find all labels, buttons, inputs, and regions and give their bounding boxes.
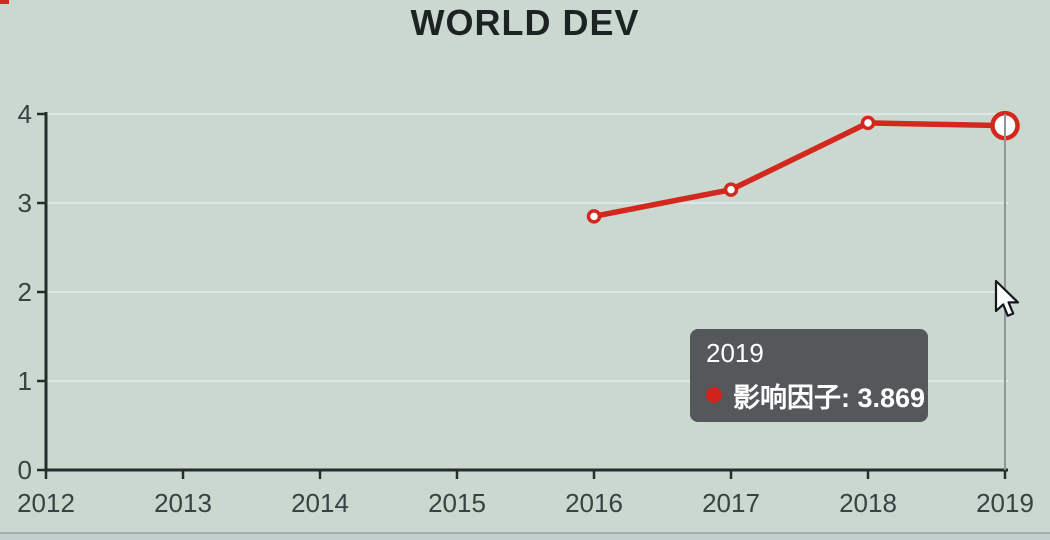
x-tick-label: 2018 [839,488,897,518]
x-tick-label: 2014 [291,488,349,518]
chart-title: WORLD DEV [410,2,640,43]
tooltip-value-label: 影响因子: 3.869 [733,382,926,413]
data-point-2017[interactable] [723,182,739,197]
series-marker-dot-icon [706,387,722,404]
data-point-2016[interactable] [586,209,602,224]
tooltip: 2019 影响因子: 3.869 [690,329,928,422]
tooltip-year: 2019 [706,338,764,368]
y-tick-label: 3 [18,188,32,218]
mouse-cursor-icon [994,279,1020,317]
y-tick-label: 0 [18,455,32,485]
x-tick-label: 2019 [976,488,1034,518]
corner-artifact [0,0,9,4]
x-tick-label: 2016 [565,488,623,518]
bottom-edge-strip [0,532,1050,540]
x-tick-label: 2013 [154,488,212,518]
series-line [591,120,1008,220]
data-point-2018[interactable] [860,115,876,131]
x-tick-label: 2015 [428,488,486,518]
y-tick-label: 2 [18,277,32,307]
x-tick-label: 2017 [702,488,760,518]
y-tick-label: 4 [18,99,32,129]
x-tick-label: 2012 [17,488,75,518]
y-tick-label: 1 [18,366,32,396]
